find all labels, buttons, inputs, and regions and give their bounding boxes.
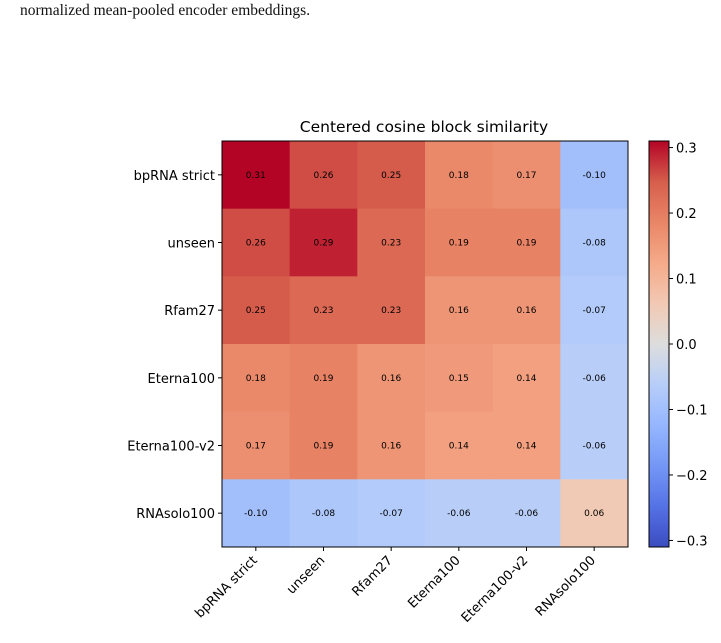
- colorbar-tick-label: 0.1: [676, 273, 697, 288]
- cell-value-label: 0.15: [449, 374, 469, 384]
- heatmap-cell: [492, 344, 561, 413]
- x-tick-label: unseen: [284, 553, 328, 597]
- cell-value-label: -0.06: [583, 374, 607, 384]
- cell-value-label: 0.18: [246, 374, 266, 384]
- heatmap-cell: [425, 208, 494, 277]
- figure-caption: normalized mean-pooled encoder embedding…: [20, 2, 311, 19]
- heatmap-cell: [492, 141, 561, 210]
- cell-value-label: -0.10: [583, 171, 607, 181]
- cell-value-label: 0.17: [246, 442, 266, 452]
- cell-value-label: -0.06: [515, 509, 539, 519]
- x-tick-label: Eterna100-v2: [459, 553, 532, 626]
- y-tick-label: RNAsolo100: [136, 507, 215, 522]
- cell-value-label: 0.16: [516, 306, 536, 316]
- heatmap-cell: [357, 141, 426, 210]
- x-tick-label: Eterna100: [405, 553, 463, 611]
- heatmap-cell: [492, 411, 561, 480]
- heatmap-cell: [560, 479, 629, 548]
- heatmap-cell: [560, 276, 629, 345]
- x-tick-label: RNAsolo100: [533, 553, 599, 619]
- heatmap-cell: [222, 208, 291, 277]
- heatmap-cell: [222, 479, 291, 548]
- heatmap-cell: [425, 276, 494, 345]
- cell-value-label: 0.26: [246, 239, 266, 249]
- colorbar-tick-label: −0.1: [676, 403, 708, 418]
- plot-frame: [221, 140, 629, 548]
- heatmap-cell: [425, 344, 494, 413]
- x-tick-label: bpRNA strict: [193, 553, 261, 621]
- heatmap-cell: [560, 344, 629, 413]
- cell-value-label: 0.16: [381, 442, 401, 452]
- y-tick-label: Eterna100-v2: [127, 440, 215, 455]
- heatmap-cell: [357, 344, 426, 413]
- cell-value-label: 0.23: [381, 239, 401, 249]
- heatmap-cell: [425, 479, 494, 548]
- cell-value-label: -0.10: [244, 509, 268, 519]
- heatmap-cell: [222, 411, 291, 480]
- heatmap-cell: [289, 411, 358, 480]
- cell-value-label: 0.19: [313, 374, 333, 384]
- y-tick-label: unseen: [168, 237, 216, 252]
- cell-value-label: -0.08: [312, 509, 336, 519]
- cell-value-label: -0.06: [447, 509, 471, 519]
- chart-title: Centered cosine block similarity: [300, 118, 548, 136]
- cell-value-label: 0.16: [449, 306, 469, 316]
- cell-value-label: 0.16: [381, 374, 401, 384]
- colorbar-tick-label: 0.0: [676, 338, 697, 353]
- cell-value-label: 0.14: [516, 374, 536, 384]
- heatmap-cell: [222, 276, 291, 345]
- colorbar-tick-label: −0.2: [676, 469, 708, 484]
- heatmap-cell: [357, 479, 426, 548]
- heatmap-cell: [357, 208, 426, 277]
- heatmap-cell: [492, 479, 561, 548]
- heatmap-cell: [222, 141, 291, 210]
- heatmap-cell: [492, 276, 561, 345]
- heatmap-cell: [289, 344, 358, 413]
- heatmap-cell: [560, 141, 629, 210]
- cell-value-label: 0.25: [381, 171, 401, 181]
- cell-value-label: -0.08: [583, 239, 607, 249]
- cell-value-label: 0.29: [313, 239, 333, 249]
- cell-value-label: -0.06: [583, 442, 607, 452]
- heatmap-cell: [357, 276, 426, 345]
- cell-value-label: 0.14: [516, 442, 536, 452]
- colorbar-tick-label: 0.3: [676, 142, 697, 157]
- cell-value-label: 0.26: [313, 171, 333, 181]
- heatmap-cell: [222, 344, 291, 413]
- cell-value-label: 0.18: [449, 171, 469, 181]
- heatmap-cell: [289, 208, 358, 277]
- cell-value-label: -0.07: [583, 306, 606, 316]
- heatmap-cell: [289, 141, 358, 210]
- heatmap-cell: [492, 208, 561, 277]
- y-tick-label: Rfam27: [164, 304, 215, 319]
- cell-value-label: 0.19: [449, 239, 469, 249]
- cell-value-label: 0.23: [381, 306, 401, 316]
- y-tick-label: Eterna100: [148, 372, 215, 387]
- cell-value-label: 0.25: [246, 306, 266, 316]
- heatmap-cell: [560, 208, 629, 277]
- y-tick-label: bpRNA strict: [134, 169, 215, 184]
- colorbar-tick-label: 0.2: [676, 207, 697, 222]
- cell-value-label: 0.19: [313, 442, 333, 452]
- cell-value-label: 0.14: [449, 442, 469, 452]
- x-tick-label: Rfam27: [349, 553, 396, 600]
- cell-value-label: 0.31: [246, 171, 266, 181]
- heatmap-cell: [425, 411, 494, 480]
- cell-value-label: -0.07: [380, 509, 403, 519]
- cell-value-label: 0.17: [516, 171, 536, 181]
- heatmap-cell: [289, 276, 358, 345]
- heatmap-cell: [357, 411, 426, 480]
- heatmap-cell: [425, 141, 494, 210]
- cell-value-label: 0.23: [313, 306, 333, 316]
- cell-value-label: 0.19: [516, 239, 536, 249]
- colorbar-tick-label: −0.3: [676, 534, 708, 549]
- heatmap-cell: [560, 411, 629, 480]
- cell-value-label: 0.06: [584, 509, 604, 519]
- colorbar: [648, 140, 670, 548]
- heatmap-cell: [289, 479, 358, 548]
